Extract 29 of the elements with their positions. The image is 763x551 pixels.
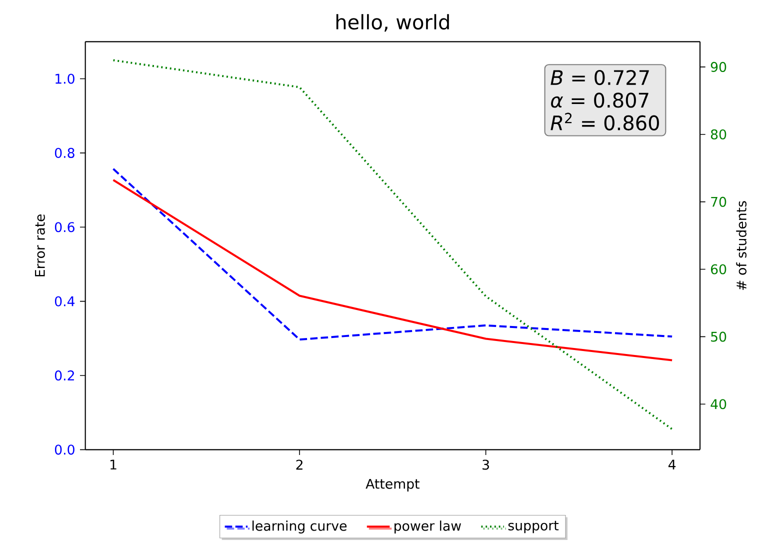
x-tick-label: 1	[110, 460, 116, 470]
x-tick-label: 2	[296, 460, 302, 470]
y2-tick-label: 50	[711, 332, 726, 342]
y2-tick-label: 90	[710, 62, 726, 72]
x-tick-label: 4	[668, 460, 676, 470]
annotation: α = 0.807	[551, 92, 648, 108]
y-tick-label: 0.4	[54, 296, 75, 306]
legend-label: support	[508, 520, 559, 534]
y-tick-label: 0.8	[54, 148, 74, 158]
y2-axis-title: # of students	[736, 201, 746, 290]
annotation: R$^{2}$ = 0.860	[550, 112, 659, 130]
y2-tick-label: 40	[710, 399, 726, 410]
chart-title: hello, world	[336, 14, 449, 32]
line-series	[112, 59, 674, 430]
x-tick-label: 3	[482, 460, 489, 470]
line-series	[112, 168, 674, 341]
y-axis-title: Error rate	[35, 214, 45, 276]
y2-tick-label: 70	[711, 196, 726, 207]
annotation: B = 0.727	[550, 70, 649, 86]
y2-tick-label: 60	[710, 264, 726, 274]
x-axis-title: Attempt	[366, 478, 420, 492]
y2-tick-label: 80	[710, 129, 726, 140]
legend-label: power law	[394, 520, 462, 534]
y-tick-label: 0.0	[54, 444, 74, 455]
line-series	[112, 179, 674, 362]
y-tick-label: 0.6	[54, 222, 74, 232]
legend-label: learning curve	[252, 520, 347, 534]
y-tick-label: 0.2	[54, 370, 74, 381]
y-tick-label: 1.0	[56, 74, 74, 84]
